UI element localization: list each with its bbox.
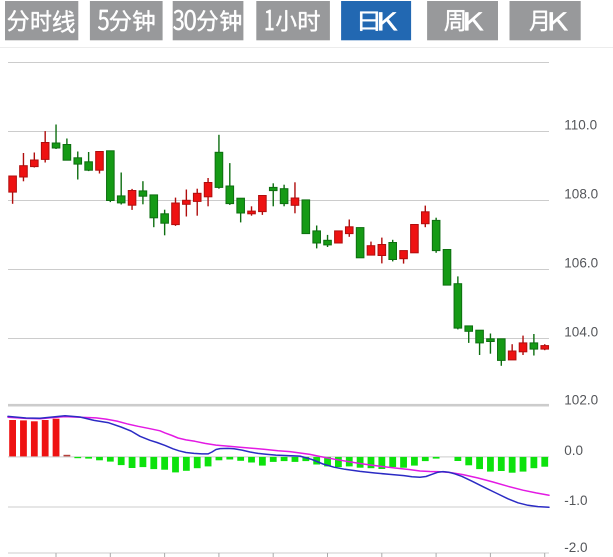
svg-text:104.0: 104.0	[564, 325, 598, 340]
svg-text:0.0: 0.0	[564, 443, 583, 458]
svg-text:-1.0: -1.0	[564, 493, 587, 508]
svg-text:106.0: 106.0	[564, 256, 598, 271]
svg-text:108.0: 108.0	[564, 187, 598, 202]
svg-text:-2.0: -2.0	[564, 540, 587, 555]
svg-text:102.0: 102.0	[564, 393, 598, 408]
svg-text:110.0: 110.0	[564, 118, 597, 133]
